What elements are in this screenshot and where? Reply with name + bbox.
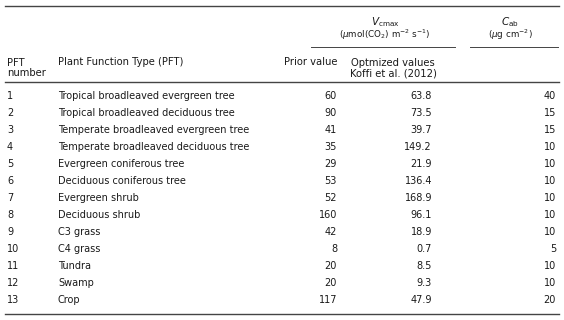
Text: 47.9: 47.9 <box>411 295 432 305</box>
Text: Optmized values: Optmized values <box>351 58 435 68</box>
Text: Evergreen coniferous tree: Evergreen coniferous tree <box>58 159 184 169</box>
Text: 168.9: 168.9 <box>404 193 432 203</box>
Text: 5: 5 <box>7 159 13 169</box>
Text: Temperate broadleaved deciduous tree: Temperate broadleaved deciduous tree <box>58 142 249 152</box>
Text: $V_{\mathrm{cmax}}$: $V_{\mathrm{cmax}}$ <box>371 15 399 29</box>
Text: 52: 52 <box>324 193 337 203</box>
Text: 8.5: 8.5 <box>417 261 432 271</box>
Text: Temperate broadleaved evergreen tree: Temperate broadleaved evergreen tree <box>58 125 249 135</box>
Text: 90: 90 <box>325 108 337 118</box>
Text: 10: 10 <box>544 193 556 203</box>
Text: 1: 1 <box>7 91 13 101</box>
Text: Plant Function Type (PFT): Plant Function Type (PFT) <box>58 57 183 67</box>
Text: 10: 10 <box>7 244 19 254</box>
Text: 6: 6 <box>7 176 13 186</box>
Text: 136.4: 136.4 <box>404 176 432 186</box>
Text: 20: 20 <box>544 295 556 305</box>
Text: Tundra: Tundra <box>58 261 91 271</box>
Text: 10: 10 <box>544 142 556 152</box>
Text: 5: 5 <box>550 244 556 254</box>
Text: 3: 3 <box>7 125 13 135</box>
Text: 10: 10 <box>544 159 556 169</box>
Text: 41: 41 <box>325 125 337 135</box>
Text: ($\mu$g cm$^{-2}$): ($\mu$g cm$^{-2}$) <box>488 28 532 42</box>
Text: 40: 40 <box>544 91 556 101</box>
Text: Deciduous coniferous tree: Deciduous coniferous tree <box>58 176 186 186</box>
Text: ($\mu$mol(CO$_2$) m$^{-2}$ s$^{-1}$): ($\mu$mol(CO$_2$) m$^{-2}$ s$^{-1}$) <box>340 28 431 42</box>
Text: 15: 15 <box>544 108 556 118</box>
Text: Prior value: Prior value <box>284 57 337 67</box>
Text: 20: 20 <box>325 278 337 288</box>
Text: Tropical broadleaved evergreen tree: Tropical broadleaved evergreen tree <box>58 91 235 101</box>
Text: 10: 10 <box>544 261 556 271</box>
Text: 4: 4 <box>7 142 13 152</box>
Text: 9: 9 <box>7 227 13 237</box>
Text: 13: 13 <box>7 295 19 305</box>
Text: 8: 8 <box>331 244 337 254</box>
Text: 63.8: 63.8 <box>411 91 432 101</box>
Text: Tropical broadleaved deciduous tree: Tropical broadleaved deciduous tree <box>58 108 235 118</box>
Text: 60: 60 <box>325 91 337 101</box>
Text: 42: 42 <box>325 227 337 237</box>
Text: 0.7: 0.7 <box>417 244 432 254</box>
Text: 29: 29 <box>325 159 337 169</box>
Text: 149.2: 149.2 <box>404 142 432 152</box>
Text: C4 grass: C4 grass <box>58 244 100 254</box>
Text: 35: 35 <box>325 142 337 152</box>
Text: 96.1: 96.1 <box>411 210 432 220</box>
Text: Swamp: Swamp <box>58 278 94 288</box>
Text: 21.9: 21.9 <box>411 159 432 169</box>
Text: 10: 10 <box>544 176 556 186</box>
Text: 18.9: 18.9 <box>411 227 432 237</box>
Text: Deciduous shrub: Deciduous shrub <box>58 210 140 220</box>
Text: 7: 7 <box>7 193 13 203</box>
Text: Evergreen shrub: Evergreen shrub <box>58 193 139 203</box>
Text: 2: 2 <box>7 108 13 118</box>
Text: 10: 10 <box>544 227 556 237</box>
Text: 53: 53 <box>325 176 337 186</box>
Text: 73.5: 73.5 <box>411 108 432 118</box>
Text: 20: 20 <box>325 261 337 271</box>
Text: number: number <box>7 68 46 78</box>
Text: C3 grass: C3 grass <box>58 227 100 237</box>
Text: 10: 10 <box>544 278 556 288</box>
Text: 39.7: 39.7 <box>411 125 432 135</box>
Text: 160: 160 <box>319 210 337 220</box>
Text: PFT: PFT <box>7 58 25 68</box>
Text: 9.3: 9.3 <box>417 278 432 288</box>
Text: 12: 12 <box>7 278 19 288</box>
Text: Koffi et al. (2012): Koffi et al. (2012) <box>350 68 437 78</box>
Text: 15: 15 <box>544 125 556 135</box>
Text: 10: 10 <box>544 210 556 220</box>
Text: Crop: Crop <box>58 295 81 305</box>
Text: 11: 11 <box>7 261 19 271</box>
Text: 117: 117 <box>319 295 337 305</box>
Text: 8: 8 <box>7 210 13 220</box>
Text: $C_{\mathrm{ab}}$: $C_{\mathrm{ab}}$ <box>501 15 519 29</box>
